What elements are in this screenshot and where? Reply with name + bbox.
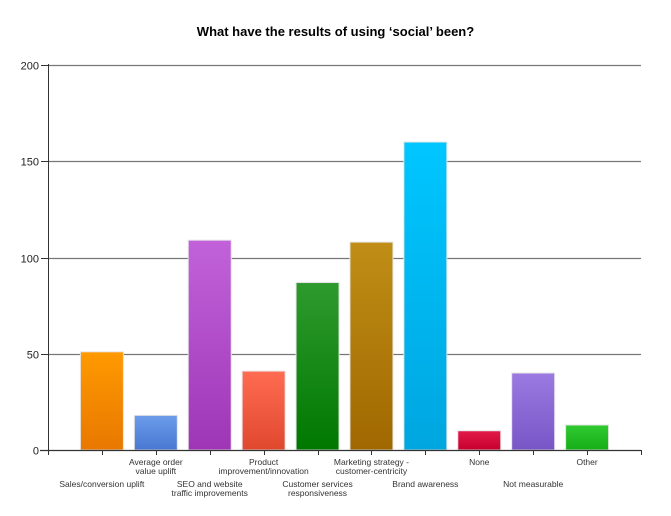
y-tick-label: 100 xyxy=(21,254,39,266)
x-category-label: None xyxy=(469,457,490,467)
x-category-label: Product xyxy=(249,457,279,467)
x-category-label: traffic improvements xyxy=(172,488,248,498)
x-axis-labels: Sales/conversion uplift Average ordervalu… xyxy=(59,457,598,498)
bar xyxy=(133,414,178,451)
x-category-label: Marketing strategy - xyxy=(334,457,409,467)
x-category-label: improvement/innovation xyxy=(219,466,310,476)
x-axis xyxy=(40,449,642,455)
bar xyxy=(565,424,610,451)
y-tick-label: 150 xyxy=(21,157,39,169)
x-category-label: responsiveness xyxy=(288,488,347,498)
bar xyxy=(457,430,502,451)
chart-title: What have the results of using ‘social’ … xyxy=(196,24,475,39)
x-category-label: Sales/conversion uplift xyxy=(59,479,145,489)
x-category-label: Average order xyxy=(129,457,183,467)
bar xyxy=(79,351,124,451)
bar xyxy=(511,372,556,451)
gridlines xyxy=(48,64,641,356)
bar xyxy=(403,141,448,451)
x-category-label: customer-centricity xyxy=(336,466,408,476)
x-category-label: Brand awareness xyxy=(392,479,458,489)
y-axis: 0 50 100 150 200 xyxy=(21,61,49,458)
x-category-label: Not measurable xyxy=(503,479,563,489)
x-category-label: Other xyxy=(576,457,597,467)
x-category-label: Customer services xyxy=(282,479,352,489)
bars xyxy=(79,141,610,451)
y-tick-label: 0 xyxy=(33,446,39,458)
bar xyxy=(295,282,340,451)
bar xyxy=(241,370,286,451)
bar xyxy=(349,241,394,451)
y-tick-label: 50 xyxy=(27,350,39,362)
x-category-label: SEO and website xyxy=(177,479,243,489)
x-category-label: value uplift xyxy=(135,466,176,476)
y-tick-label: 200 xyxy=(21,61,39,73)
bar xyxy=(187,239,232,451)
